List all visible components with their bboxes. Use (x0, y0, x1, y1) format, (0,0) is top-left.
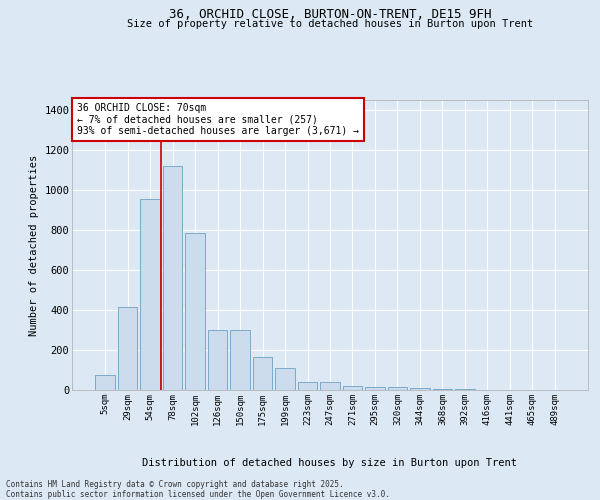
Text: 36 ORCHID CLOSE: 70sqm
← 7% of detached houses are smaller (257)
93% of semi-det: 36 ORCHID CLOSE: 70sqm ← 7% of detached … (77, 103, 359, 136)
Bar (320, 382, 340, 390)
Text: Distribution of detached houses by size in Burton upon Trent: Distribution of detached houses by size … (143, 458, 517, 468)
Bar (365, 387, 385, 390)
Bar (455, 389, 475, 390)
Bar (410, 388, 430, 390)
Bar (140, 199, 160, 390)
Text: Contains HM Land Registry data © Crown copyright and database right 2025.
Contai: Contains HM Land Registry data © Crown c… (6, 480, 390, 499)
Bar (388, 388, 407, 390)
Bar (230, 330, 250, 390)
Bar (298, 382, 317, 390)
Bar (208, 330, 227, 390)
Bar (163, 166, 182, 390)
Text: Size of property relative to detached houses in Burton upon Trent: Size of property relative to detached ho… (127, 19, 533, 29)
Bar (185, 233, 205, 390)
Text: 36, ORCHID CLOSE, BURTON-ON-TRENT, DE15 9FH: 36, ORCHID CLOSE, BURTON-ON-TRENT, DE15 … (169, 8, 491, 20)
Y-axis label: Number of detached properties: Number of detached properties (29, 154, 38, 336)
Bar (253, 357, 272, 390)
Bar (433, 389, 452, 390)
Bar (275, 368, 295, 390)
Bar (95, 375, 115, 390)
Bar (118, 307, 137, 390)
Bar (343, 386, 362, 390)
